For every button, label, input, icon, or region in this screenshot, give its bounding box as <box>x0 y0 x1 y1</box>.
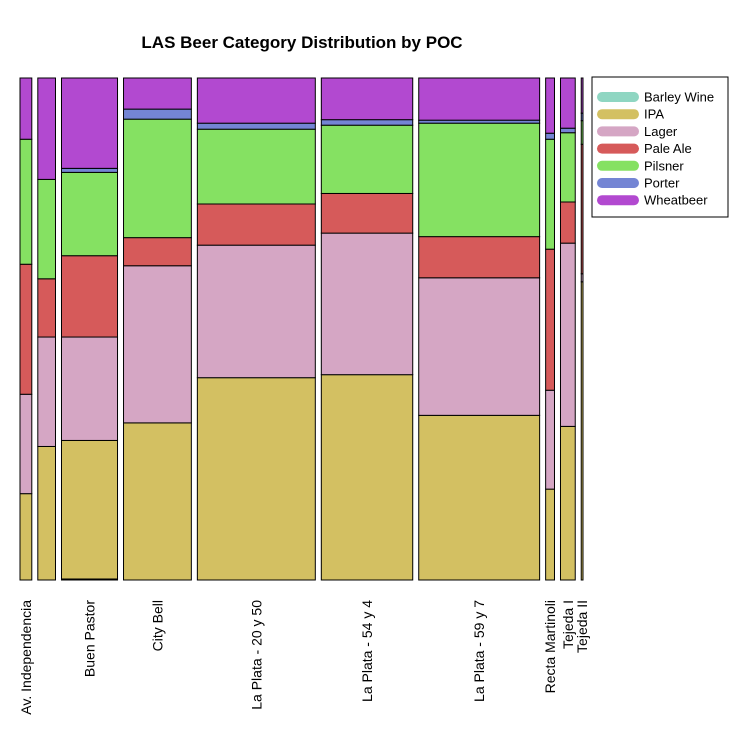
tile-pilsner-9 <box>580 120 584 145</box>
legend-label: Porter <box>644 176 680 191</box>
tile-lager-1 <box>37 336 56 447</box>
tile-lager-2 <box>60 336 119 441</box>
tile-ipa-6 <box>418 414 541 581</box>
tiles-group <box>19 77 584 581</box>
tile-wheatbeer-1 <box>37 77 56 180</box>
tile-wheatbeer-5 <box>320 77 414 121</box>
tile-porter-2 <box>60 167 119 173</box>
legend-label: Lager <box>644 124 678 139</box>
tile-wheatbeer-3 <box>123 77 192 110</box>
tile-ipa-3 <box>123 422 192 581</box>
tile-ipa-7 <box>545 488 555 581</box>
tile-pilsner-6 <box>418 122 541 238</box>
tile-ipa-2 <box>60 439 119 580</box>
tile-pale-ale-1 <box>37 278 56 338</box>
tile-porter-8 <box>559 127 576 134</box>
tile-wheatbeer-4 <box>196 77 316 124</box>
tile-ipa-8 <box>559 425 576 581</box>
tile-wheatbeer-8 <box>559 77 576 129</box>
x-tick-label: Recta Martinoli <box>542 600 558 693</box>
tile-porter-9 <box>580 112 584 122</box>
tile-pale-ale-5 <box>320 192 414 234</box>
x-tick-label: La Plata - 59 y 7 <box>471 600 487 702</box>
chart-title: LAS Beer Category Distribution by POC <box>141 33 462 52</box>
x-tick-label: Tejeda I <box>560 600 576 649</box>
x-tick-labels: Av. Independencia Buen Pastor City Bell La … <box>18 600 590 715</box>
tile-porter-7 <box>545 132 555 140</box>
legend-label: Pale Ale <box>644 141 692 156</box>
tile-pilsner-4 <box>196 128 316 205</box>
tile-pilsner-3 <box>123 118 192 239</box>
tile-pale-ale-8 <box>559 201 576 244</box>
tile-lager-0 <box>19 393 33 495</box>
legend-label: Barley Wine <box>644 90 714 105</box>
legend-label: Pilsner <box>644 158 684 173</box>
tile-ipa-9 <box>580 281 584 581</box>
tile-lager-4 <box>196 244 316 379</box>
tile-ipa-1 <box>37 445 56 581</box>
tile-pilsner-7 <box>545 138 555 250</box>
tile-lager-5 <box>320 232 414 376</box>
tile-wheatbeer-9 <box>580 77 584 114</box>
tile-porter-3 <box>123 108 192 120</box>
tile-wheatbeer-2 <box>60 77 119 169</box>
legend-label: Wheatbeer <box>644 193 708 208</box>
tile-ipa-0 <box>19 493 33 581</box>
tile-lager-9 <box>580 273 584 283</box>
tile-ipa-4 <box>196 377 316 581</box>
tile-pilsner-0 <box>19 138 33 265</box>
legend-label: IPA <box>644 107 664 122</box>
x-tick-label: Buen Pastor <box>82 600 98 677</box>
x-tick-label: City Bell <box>149 600 165 651</box>
tile-lager-8 <box>559 242 576 427</box>
tile-pilsner-2 <box>60 171 119 257</box>
tile-pale-ale-4 <box>196 203 316 246</box>
x-tick-label: La Plata - 20 y 50 <box>248 600 264 710</box>
tile-pilsner-1 <box>37 178 56 280</box>
tile-pale-ale-6 <box>418 236 541 279</box>
x-tick-label: Tejeda II <box>574 600 590 653</box>
tile-pale-ale-3 <box>123 237 192 267</box>
tile-lager-6 <box>418 277 541 416</box>
tile-ipa-5 <box>320 374 414 581</box>
x-tick-label: La Plata - 54 y 4 <box>359 600 375 702</box>
tile-wheatbeer-6 <box>418 77 541 121</box>
tile-porter-5 <box>320 119 414 126</box>
tile-pale-ale-2 <box>60 255 119 338</box>
tile-pilsner-5 <box>320 124 414 194</box>
tile-porter-4 <box>196 122 316 130</box>
x-tick-label: Av. Independencia <box>18 600 34 715</box>
tile-wheatbeer-0 <box>19 77 33 140</box>
tile-pale-ale-9 <box>580 143 584 275</box>
legend: Barley Wine IPA Lager Pale Ale Pilsner Porter… <box>591 76 729 218</box>
tile-pale-ale-0 <box>19 263 33 395</box>
tile-pilsner-8 <box>559 132 576 203</box>
tile-wheatbeer-7 <box>545 77 555 134</box>
tile-pale-ale-7 <box>545 248 555 391</box>
tile-lager-3 <box>123 265 192 424</box>
tile-lager-7 <box>545 389 555 490</box>
